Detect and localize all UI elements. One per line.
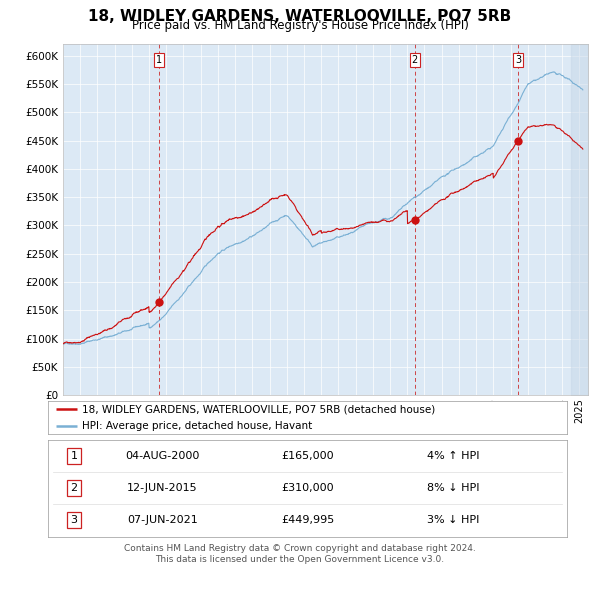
Text: £449,995: £449,995 (281, 515, 334, 525)
Text: £310,000: £310,000 (281, 483, 334, 493)
Text: This data is licensed under the Open Government Licence v3.0.: This data is licensed under the Open Gov… (155, 555, 445, 563)
Text: 18, WIDLEY GARDENS, WATERLOOVILLE, PO7 5RB: 18, WIDLEY GARDENS, WATERLOOVILLE, PO7 5… (88, 9, 512, 24)
Text: 2: 2 (412, 55, 418, 65)
Text: HPI: Average price, detached house, Havant: HPI: Average price, detached house, Hava… (82, 421, 312, 431)
Text: Contains HM Land Registry data © Crown copyright and database right 2024.: Contains HM Land Registry data © Crown c… (124, 544, 476, 553)
Text: 3: 3 (515, 55, 521, 65)
Text: 4% ↑ HPI: 4% ↑ HPI (427, 451, 479, 461)
Text: £165,000: £165,000 (281, 451, 334, 461)
Text: 04-AUG-2000: 04-AUG-2000 (125, 451, 199, 461)
Text: 12-JUN-2015: 12-JUN-2015 (127, 483, 197, 493)
Text: 1: 1 (70, 451, 77, 461)
Text: 3: 3 (70, 515, 77, 525)
Text: 1: 1 (156, 55, 162, 65)
Text: 07-JUN-2021: 07-JUN-2021 (127, 515, 197, 525)
Text: 8% ↓ HPI: 8% ↓ HPI (427, 483, 479, 493)
Text: 3% ↓ HPI: 3% ↓ HPI (427, 515, 479, 525)
Text: 18, WIDLEY GARDENS, WATERLOOVILLE, PO7 5RB (detached house): 18, WIDLEY GARDENS, WATERLOOVILLE, PO7 5… (82, 404, 435, 414)
Text: 2: 2 (70, 483, 77, 493)
Text: Price paid vs. HM Land Registry's House Price Index (HPI): Price paid vs. HM Land Registry's House … (131, 19, 469, 32)
